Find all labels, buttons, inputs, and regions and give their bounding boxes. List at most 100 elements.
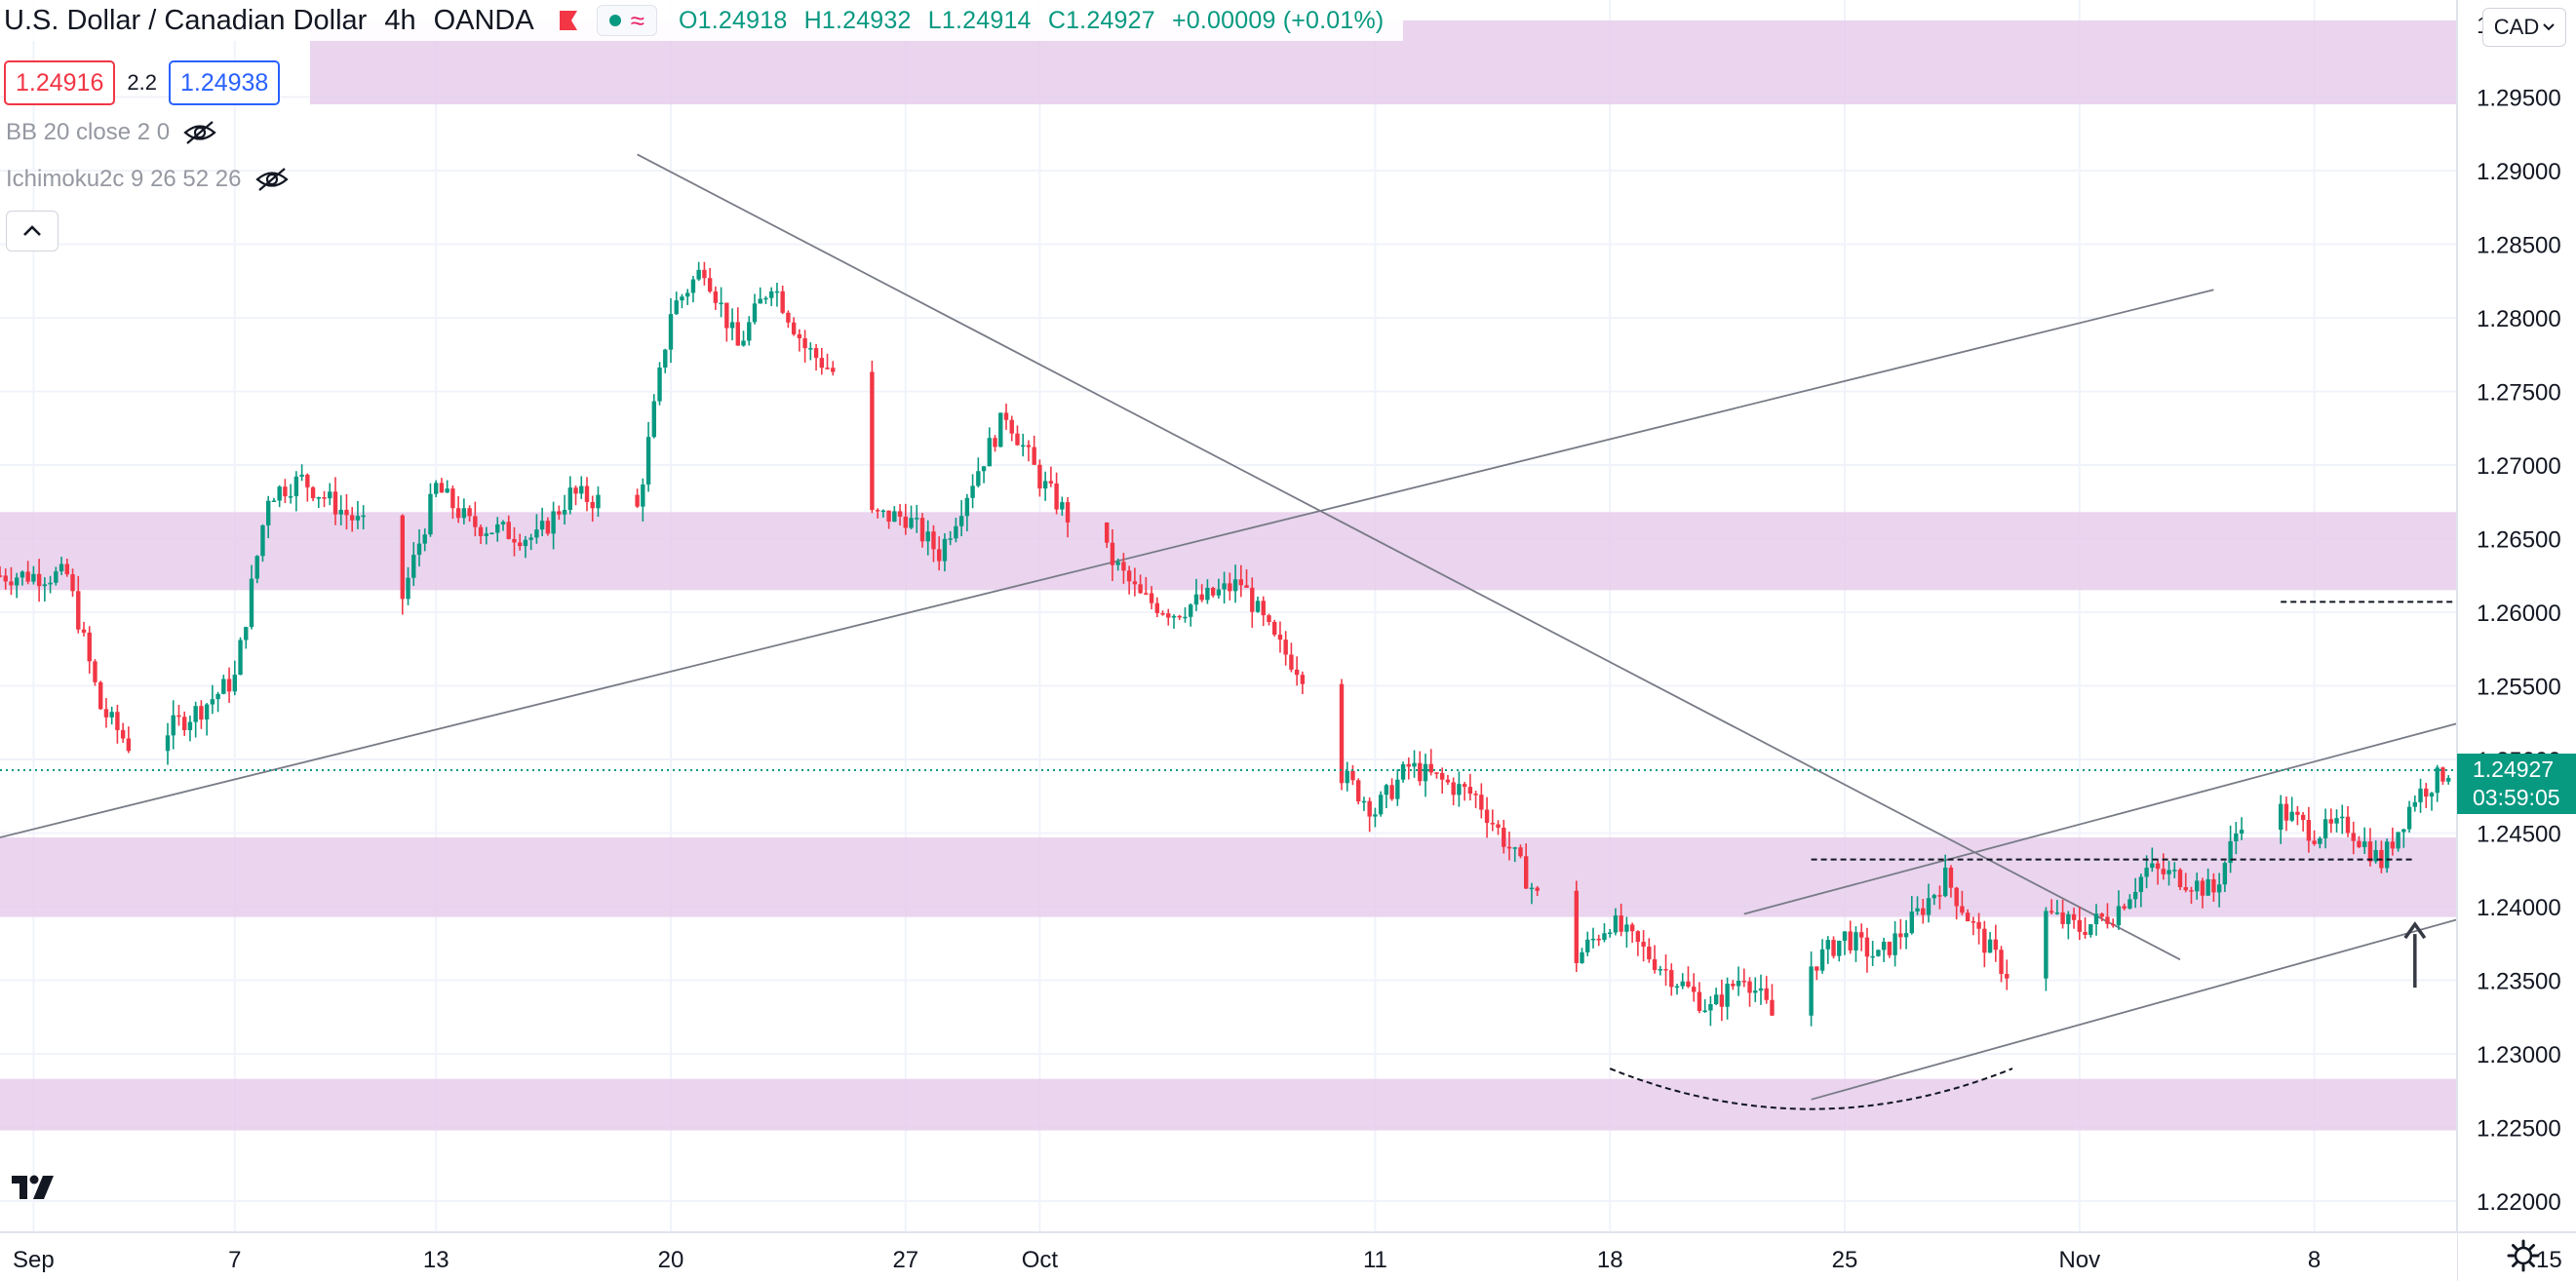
buy-price-button[interactable]: 1.24938 xyxy=(168,60,281,105)
candle-body xyxy=(1736,981,1741,987)
candle-body xyxy=(1490,823,1495,825)
candle-body xyxy=(2144,868,2149,877)
candle-body xyxy=(193,706,198,722)
candle-body xyxy=(1837,940,1842,956)
candle-body xyxy=(769,291,774,298)
candle-body xyxy=(2362,841,2367,847)
candle-body xyxy=(332,491,338,515)
candle-body xyxy=(1960,906,1965,913)
candle-body xyxy=(1937,895,1942,897)
candle-body xyxy=(2083,931,2088,935)
candle-body xyxy=(64,563,69,575)
candle-body xyxy=(892,511,897,523)
candle-body xyxy=(1277,634,1283,640)
candle-body xyxy=(942,538,948,562)
candle-body xyxy=(2334,818,2339,824)
candle-body xyxy=(2071,913,2077,920)
candle-body xyxy=(539,521,545,530)
interval-label[interactable]: 4h xyxy=(384,4,416,36)
candle-body xyxy=(1479,795,1484,810)
candle-body xyxy=(819,358,824,369)
broker-label: OANDA xyxy=(433,4,534,36)
candle-body xyxy=(813,348,819,359)
candle-body xyxy=(31,573,36,582)
trendline xyxy=(1743,707,2517,915)
candle-body xyxy=(2295,811,2300,815)
indicator-bb-label: BB 20 close 2 0 xyxy=(6,119,171,145)
candle-body xyxy=(2279,803,2283,831)
candle-body xyxy=(1932,895,1936,899)
candle-body xyxy=(445,488,449,493)
candle-body xyxy=(780,291,785,313)
candle-body xyxy=(970,485,975,498)
candle-body xyxy=(925,531,930,542)
candle-body xyxy=(1345,770,1349,784)
candle-body xyxy=(1921,908,1926,915)
flag-icon[interactable] xyxy=(558,10,579,31)
candle-body xyxy=(271,500,277,502)
support-resistance-zones xyxy=(0,19,2457,1131)
candle-body xyxy=(434,483,439,494)
indicator-ichimoku[interactable]: Ichimoku2c 9 26 52 26 xyxy=(6,166,289,193)
candle-body xyxy=(758,298,762,304)
candle-body xyxy=(919,518,925,542)
candle-body xyxy=(1406,763,1411,767)
candle-body xyxy=(2345,816,2351,834)
y-tick-label: 1.24500 xyxy=(2477,822,2561,848)
candle-body xyxy=(1590,938,1596,941)
candle-body xyxy=(1881,942,1887,951)
candle-body xyxy=(707,278,713,291)
candle-body xyxy=(2357,840,2361,847)
candle-body xyxy=(1987,939,1993,953)
candle-body xyxy=(506,522,511,539)
candle-body xyxy=(406,577,410,600)
candle-body xyxy=(2005,974,2010,979)
candle-body xyxy=(2088,924,2093,935)
currency-label: CAD xyxy=(2493,15,2540,39)
candle-body xyxy=(1384,785,1389,796)
collapse-legend-button[interactable] xyxy=(6,211,59,252)
eye-off-icon[interactable] xyxy=(254,167,289,192)
eye-off-icon[interactable] xyxy=(183,120,216,145)
tradingview-logo-icon[interactable] xyxy=(8,1168,64,1207)
candle-body xyxy=(1602,933,1607,941)
market-open-dot-icon xyxy=(608,15,621,26)
candle-body xyxy=(1462,784,1467,788)
sell-price-button[interactable]: 1.24916 xyxy=(4,60,116,105)
candle-body xyxy=(1048,481,1054,484)
currency-select[interactable]: CAD xyxy=(2482,8,2566,47)
market-status-pill[interactable]: ≈ xyxy=(596,5,658,36)
indicator-bb[interactable]: BB 20 close 2 0 xyxy=(6,119,216,146)
up-arrow-head xyxy=(2403,921,2427,940)
candle-body xyxy=(2054,912,2060,914)
candle-body xyxy=(1859,932,1864,938)
gear-icon[interactable] xyxy=(2506,1238,2541,1273)
candle-body xyxy=(1697,991,1702,1012)
y-tick-label: 1.27000 xyxy=(2477,453,2561,480)
candle-body xyxy=(93,661,98,682)
candle-body xyxy=(1854,932,1858,951)
price-scale-background xyxy=(2457,0,2576,1281)
candle-body xyxy=(1741,981,1746,983)
candle-body xyxy=(48,582,53,585)
candle-body xyxy=(2116,906,2122,926)
candle-body xyxy=(2166,870,2171,874)
candle-body xyxy=(1624,924,1629,932)
candle-body xyxy=(1294,669,1300,676)
candle-body xyxy=(36,573,42,587)
candle-body xyxy=(299,474,304,477)
candle-body xyxy=(1205,587,1210,601)
candle-body xyxy=(98,681,103,710)
rounding-bottom-curve xyxy=(1609,1068,2013,1110)
candle-body xyxy=(1943,867,1948,897)
symbol-title[interactable]: U.S. Dollar / Canadian Dollar xyxy=(4,4,368,36)
candle-body xyxy=(171,715,176,736)
candle-body xyxy=(20,571,25,578)
candle-body xyxy=(680,296,684,301)
wave-icon: ≈ xyxy=(630,5,645,35)
candle-body xyxy=(1753,990,1758,993)
candle-body xyxy=(2440,767,2445,782)
candle-body xyxy=(651,401,656,438)
candle-body xyxy=(2429,793,2435,797)
